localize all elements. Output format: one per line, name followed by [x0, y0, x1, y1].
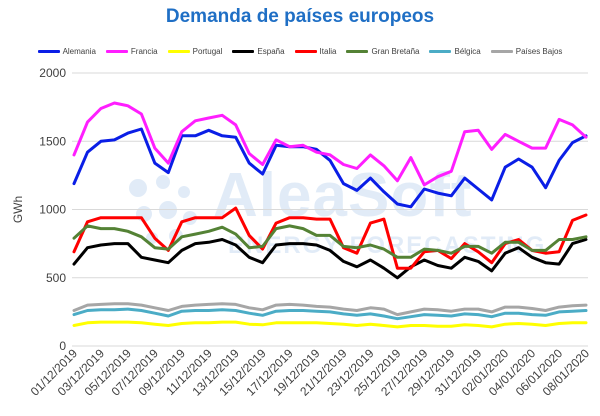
y-axis-label: GWh — [11, 196, 25, 223]
series-line-gran-bretaña — [72, 224, 588, 259]
y-tick-label: 0 — [59, 339, 66, 353]
legend-item: España — [232, 44, 285, 58]
y-tick-label: 500 — [46, 271, 66, 285]
series-line-bélgica — [72, 307, 588, 321]
legend-item: Gran Bretaña — [346, 44, 419, 58]
series-line-portugal — [72, 320, 588, 329]
legend-label: Gran Bretaña — [371, 46, 420, 56]
legend-swatch — [232, 49, 255, 53]
series-line-países-bajos — [72, 302, 588, 317]
legend-label: España — [257, 46, 285, 56]
legend-item: Portugal — [167, 44, 223, 58]
legend-swatch — [105, 49, 128, 53]
legend-label: Bélgica — [454, 46, 481, 56]
chart-title: Demanda de países europeos — [165, 6, 435, 27]
legend-swatch — [346, 49, 369, 53]
legend-item: Francia — [105, 44, 158, 58]
series-line-italia — [72, 206, 588, 270]
legend-label: Italia — [319, 46, 337, 56]
y-tick-label: 1000 — [39, 203, 66, 217]
series-line-españa — [72, 238, 588, 280]
legend-label: Francia — [130, 46, 158, 56]
series-line-alemania — [72, 127, 588, 209]
legend-swatch — [429, 49, 452, 53]
legend-label: Países Bajos — [515, 46, 563, 56]
legend-item: Países Bajos — [490, 44, 563, 58]
legend-swatch — [490, 49, 513, 53]
y-tick-label: 1500 — [39, 134, 66, 148]
legend-item: Italia — [294, 44, 337, 58]
legend-item: Alemania — [37, 44, 96, 58]
y-tick-label: 2000 — [39, 66, 66, 80]
legend-item: Bélgica — [429, 44, 481, 58]
legend-swatch — [294, 49, 317, 53]
legend-label: Alemania — [62, 46, 96, 56]
legend-label: Portugal — [192, 46, 223, 56]
legend: Alemania Francia Portugal España Italia Gran … — [0, 44, 600, 58]
legend-swatch — [37, 49, 60, 53]
legend-swatch — [167, 49, 190, 53]
series-line-francia — [72, 101, 588, 187]
